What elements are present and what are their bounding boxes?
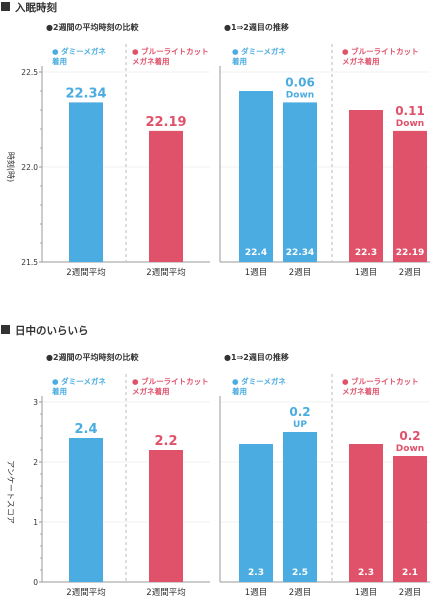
bar [69,438,103,582]
y-axis-label: 時刻(時) [6,152,16,182]
bar [393,456,427,582]
legend-entry: ● ダミーメガネ [52,46,106,56]
legend-entry: メガネ着用 [342,56,380,66]
legend-entry: ● ダミーメガネ [232,376,286,386]
legend-entry: ● ブルーライトカット [342,46,419,56]
bar-value-label: 22.34 [65,86,106,101]
bar-value-label: 2.1 [402,568,418,578]
panel-subtitle: ●2週間の平均時刻の比較 [46,352,140,362]
bar-value-label: 22.4 [245,248,267,258]
x-tick-label: 2週目 [399,268,421,278]
bar-value-label: 2.3 [248,568,264,578]
bar [349,444,383,582]
bar [393,130,427,262]
bar-value-label: 22.3 [355,248,377,258]
bar [239,444,273,582]
legend-entry: メガネ着用 [132,56,170,66]
x-tick-label: 2週間平均 [66,587,105,598]
bar [283,432,317,582]
x-tick-label: 1週目 [245,588,267,598]
x-tick-label: 1週目 [355,588,377,598]
legend-entry: ● ダミーメガネ [52,376,106,386]
legend-entry: 着用 [51,386,67,396]
legend-entry: ● ダミーメガネ [232,46,286,56]
bar-value-label: 22.34 [286,248,314,258]
panel-subtitle: ●1⇒2週目の推移 [224,352,289,362]
bar-value-label: 2.4 [74,422,97,437]
change-direction: Down [396,119,424,129]
legend-entry: メガネ着用 [342,386,380,396]
x-tick-label: 1週目 [355,268,377,278]
bar [349,110,383,262]
x-tick-label: 1週目 [245,268,267,278]
section-title: 日中のいらいら [15,324,89,337]
legend-entry: ● ブルーライトカット [342,376,419,386]
panel-subtitle: ●1⇒2週目の推移 [224,22,289,32]
y-tick-label: 22.0 [21,163,38,172]
bar [239,91,273,262]
legend-entry: 着用 [51,56,67,66]
legend-entry: メガネ着用 [132,386,170,396]
legend-entry: ● ブルーライトカット [132,376,209,386]
bar-value-label: 2.2 [154,434,177,449]
bar-value-label: 2.5 [292,568,308,578]
x-tick-label: 2週間平均 [146,587,185,598]
y-tick-label: 3 [33,398,38,407]
x-tick-label: 2週目 [399,588,421,598]
bar-value-label: 22.19 [396,248,424,258]
bar [149,450,183,582]
bar-value-label: 22.19 [145,115,186,130]
section-marker [1,325,10,334]
y-axis-label: アンケートスコア [6,460,15,524]
change-value: 0.06 [285,75,315,89]
change-direction: Down [286,90,314,100]
bar-value-label: 2.3 [358,568,374,578]
bar [69,102,103,263]
panel-subtitle: ●2週間の平均時刻の比較 [46,22,140,32]
legend-entry: 着用 [231,386,247,396]
y-tick-label: 1 [33,518,38,527]
x-tick-label: 2週間平均 [66,267,105,278]
legend-entry: ● ブルーライトカット [132,46,209,56]
change-value: 0.2 [399,429,420,443]
section-title: 入眠時刻 [15,1,57,14]
section-marker [1,2,10,11]
y-tick-label: 21.5 [21,258,38,267]
change-direction: UP [293,420,307,430]
x-tick-label: 2週目 [289,588,311,598]
change-direction: Down [396,444,424,454]
y-tick-label: 22.5 [21,68,38,77]
legend-entry: 着用 [231,56,247,66]
x-tick-label: 2週目 [289,268,311,278]
y-tick-label: 2 [33,458,38,467]
bar [149,130,183,262]
x-tick-label: 2週間平均 [146,267,185,278]
y-tick-label: 0 [33,578,38,587]
bar [283,102,317,263]
change-value: 0.2 [289,405,310,419]
change-value: 0.11 [395,104,425,118]
